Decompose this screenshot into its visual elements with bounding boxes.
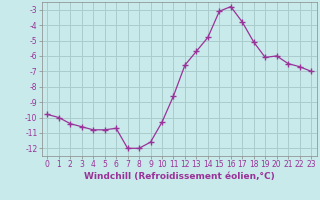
X-axis label: Windchill (Refroidissement éolien,°C): Windchill (Refroidissement éolien,°C) (84, 172, 275, 181)
